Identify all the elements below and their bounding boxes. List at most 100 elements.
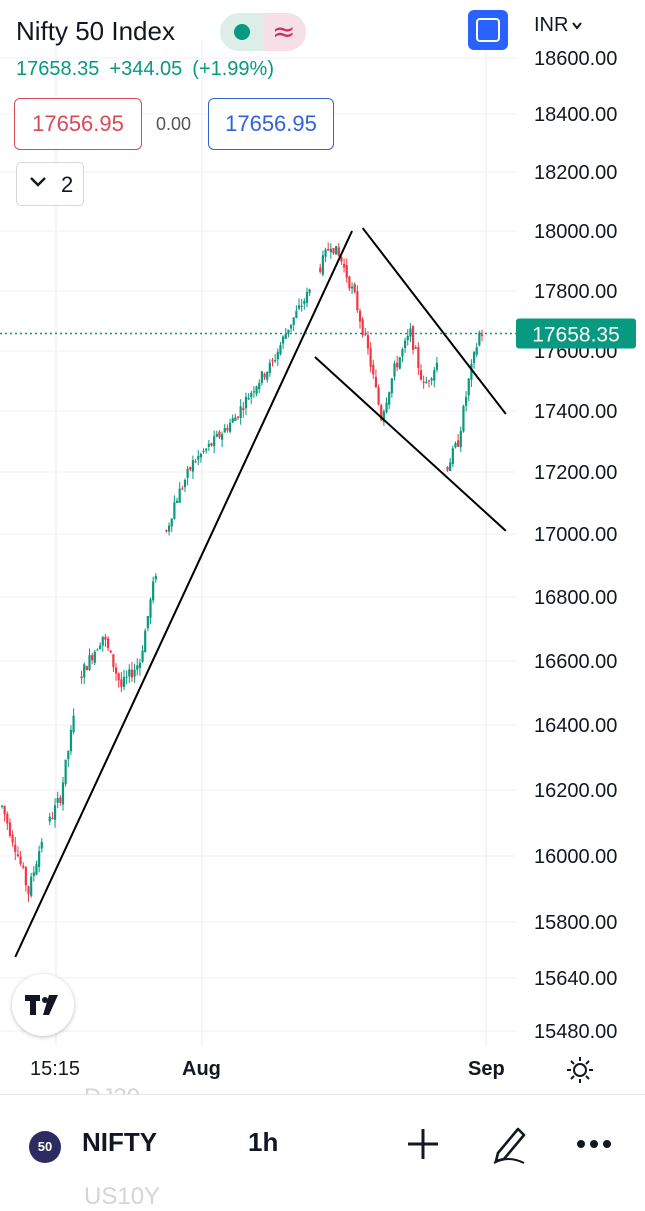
price-chart[interactable]: 18600.00 18400.00 18200.00 18000.00 17800.00… bbox=[0, 0, 645, 1094]
candle-body bbox=[35, 864, 38, 875]
market-status-pill[interactable]: ≈ bbox=[220, 13, 306, 51]
candle-body bbox=[305, 291, 309, 303]
price-change: +344.05 bbox=[109, 58, 183, 80]
candle-body bbox=[425, 381, 428, 384]
candle-body bbox=[300, 305, 303, 307]
candle-body bbox=[38, 851, 41, 867]
candle-body bbox=[85, 666, 88, 671]
currency-selector[interactable]: INR bbox=[534, 14, 583, 37]
candle-body bbox=[215, 434, 218, 437]
candle-body bbox=[236, 416, 240, 418]
more-icon[interactable] bbox=[576, 1139, 612, 1149]
candle-body bbox=[449, 462, 452, 472]
symbol-selector[interactable]: NIFTY bbox=[82, 1127, 158, 1157]
candle-body bbox=[382, 411, 385, 423]
candle-body bbox=[144, 630, 147, 653]
currency-chevron-icon bbox=[572, 22, 583, 30]
plus-icon[interactable] bbox=[406, 1127, 440, 1161]
candle-body bbox=[32, 872, 35, 877]
y-axis-tick-label: 15800.00 bbox=[534, 912, 617, 934]
candle-body bbox=[480, 334, 484, 336]
chevron-down-icon bbox=[30, 177, 46, 187]
candle-body bbox=[459, 430, 462, 448]
sell-button[interactable]: 17656.95 bbox=[14, 98, 142, 150]
candle-body bbox=[258, 383, 261, 390]
candle-body bbox=[242, 408, 245, 411]
indicators-toggle-button[interactable]: 2 bbox=[16, 162, 84, 206]
y-axis-tick-label: 18600.00 bbox=[534, 48, 617, 70]
candle-body bbox=[88, 655, 91, 670]
candle-body bbox=[409, 328, 412, 337]
candle-body bbox=[122, 676, 126, 687]
candle-body bbox=[22, 865, 25, 868]
y-axis-tick-label: 17000.00 bbox=[534, 524, 617, 546]
candle-body bbox=[303, 301, 306, 304]
pen-icon[interactable] bbox=[490, 1123, 530, 1165]
candle-body bbox=[53, 805, 57, 820]
tradingview-logo-icon bbox=[25, 995, 58, 1015]
candle-body bbox=[329, 248, 332, 253]
candle-body bbox=[385, 402, 388, 413]
candle-body bbox=[130, 669, 134, 678]
y-axis-tick-label: 18200.00 bbox=[534, 162, 617, 184]
fullscreen-button[interactable] bbox=[468, 10, 508, 50]
candle-body bbox=[199, 453, 202, 458]
candle-body bbox=[80, 676, 83, 679]
bottom-toolbar: 50 NIFTY 1h US10Y bbox=[0, 1094, 645, 1210]
candle-body bbox=[260, 371, 263, 383]
candle-body bbox=[83, 664, 86, 678]
candle-body bbox=[48, 816, 51, 822]
candle-body bbox=[279, 345, 282, 354]
interval-selector[interactable]: 1h bbox=[248, 1127, 279, 1157]
tradingview-logo-button[interactable] bbox=[12, 974, 74, 1036]
candle-body bbox=[411, 325, 415, 350]
candle-body bbox=[93, 651, 96, 663]
candle-body bbox=[335, 246, 338, 255]
candle-body bbox=[27, 886, 30, 895]
candle-body bbox=[342, 263, 346, 268]
candle-body bbox=[101, 636, 104, 646]
candle-body bbox=[128, 669, 131, 677]
candle-body bbox=[14, 844, 17, 853]
candle-body bbox=[170, 518, 173, 527]
candle-body bbox=[19, 856, 22, 864]
candle-body bbox=[464, 397, 468, 406]
candle-body bbox=[104, 636, 107, 640]
candle-body bbox=[388, 392, 391, 405]
candle-body bbox=[393, 363, 396, 377]
y-axis-tick-label: 17200.00 bbox=[534, 462, 617, 484]
candle-body bbox=[234, 417, 237, 421]
candle-body bbox=[454, 443, 457, 448]
candle-body bbox=[175, 500, 179, 503]
candle-body bbox=[99, 645, 102, 649]
candle-body bbox=[247, 397, 250, 400]
uptrend-line bbox=[14, 230, 353, 958]
candle-body bbox=[457, 440, 460, 447]
candle-body bbox=[430, 378, 433, 381]
candle-body bbox=[154, 575, 157, 580]
approx-icon: ≈ bbox=[272, 15, 296, 48]
candle-body bbox=[221, 434, 224, 440]
candle-body bbox=[186, 468, 189, 478]
candle-body bbox=[223, 427, 226, 433]
candle-body bbox=[56, 797, 59, 803]
sun-icon[interactable] bbox=[566, 1056, 594, 1084]
candle-body bbox=[24, 867, 27, 886]
candle-body bbox=[321, 255, 324, 275]
candle-body bbox=[133, 669, 136, 677]
market-status-dot-icon bbox=[234, 24, 250, 40]
candle-body bbox=[380, 405, 383, 421]
candle-body bbox=[197, 456, 200, 460]
candle-body bbox=[268, 362, 271, 373]
candle-body bbox=[244, 396, 248, 409]
candle-body bbox=[61, 782, 65, 805]
candle-body bbox=[191, 460, 195, 472]
candle-body bbox=[226, 428, 229, 431]
symbol-badge[interactable]: 50 bbox=[29, 1131, 61, 1163]
candle-body bbox=[51, 818, 54, 820]
candle-body bbox=[165, 530, 168, 532]
buy-button[interactable]: 17656.95 bbox=[208, 98, 334, 150]
candle-body bbox=[319, 267, 322, 272]
candle-body bbox=[467, 378, 470, 396]
candle-body bbox=[295, 311, 298, 318]
